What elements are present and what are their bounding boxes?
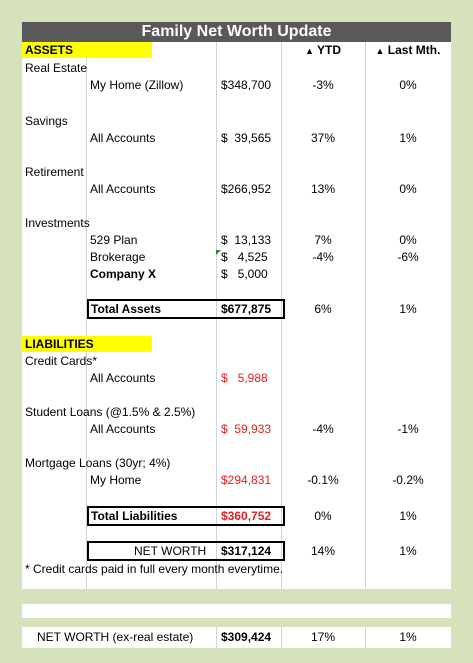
student-loans-item[interactable]: All Accounts — [90, 422, 156, 436]
credit-cards-amount[interactable]: $ 5,988 — [221, 371, 268, 385]
net-worth-ex-last[interactable]: 1% — [399, 630, 417, 644]
investment-529-amount[interactable]: $ 13,133 — [221, 233, 272, 247]
total-assets-amount[interactable]: $677,875 — [221, 302, 272, 316]
investment-brokerage-ytd[interactable]: -4% — [312, 250, 334, 264]
net-worth-ex-label: NET WORTH (ex-real estate) — [37, 630, 194, 644]
total-liabilities-ytd[interactable]: 0% — [314, 509, 332, 523]
total-assets-last[interactable]: 1% — [399, 302, 417, 316]
total-assets-ytd[interactable]: 6% — [314, 302, 332, 316]
real-estate-item[interactable]: My Home (Zillow) — [90, 78, 184, 92]
mortgage-ytd[interactable]: -0.1% — [307, 473, 339, 487]
student-loans-ytd[interactable]: -4% — [312, 422, 334, 436]
total-assets-box — [87, 299, 285, 319]
col-last-header[interactable]: ▲ Last Mth. — [365, 42, 451, 58]
student-loans-last[interactable]: -1% — [397, 422, 419, 436]
sheet-grid — [22, 22, 451, 589]
net-worth-last[interactable]: 1% — [399, 544, 417, 558]
net-worth-box — [87, 541, 285, 561]
total-liabilities-amount[interactable]: $360,752 — [221, 509, 272, 523]
sheet-grid-bottom — [22, 627, 451, 648]
investment-529-item[interactable]: 529 Plan — [90, 233, 138, 247]
investment-529-last[interactable]: 0% — [399, 233, 417, 247]
investment-company-item[interactable]: Company X — [90, 267, 157, 281]
savings-item[interactable]: All Accounts — [90, 131, 156, 145]
retirement-item[interactable]: All Accounts — [90, 182, 156, 196]
investment-brokerage-last[interactable]: -6% — [397, 250, 419, 264]
investment-brokerage-item[interactable]: Brokerage — [90, 250, 146, 264]
credit-cards-item[interactable]: All Accounts — [90, 371, 156, 385]
net-worth-ytd[interactable]: 14% — [310, 544, 336, 558]
col-last-label: Last Mth. — [387, 43, 441, 57]
investments-label: Investments — [25, 216, 90, 230]
net-worth-label: NET WORTH — [134, 544, 207, 558]
footnote: * Credit cards paid in full every month … — [25, 562, 284, 576]
comment-indicator-icon[interactable] — [216, 250, 221, 255]
mortgage-item[interactable]: My Home — [90, 473, 142, 487]
col-ytd-label: YTD — [317, 43, 342, 57]
real-estate-last[interactable]: 0% — [399, 78, 417, 92]
net-worth-ex-ytd[interactable]: 17% — [310, 630, 336, 644]
savings-amount[interactable]: $ 39,565 — [221, 131, 272, 145]
mortgage-amount[interactable]: $294,831 — [221, 473, 272, 487]
liabilities-header: LIABILITIES — [22, 336, 152, 352]
real-estate-amount[interactable]: $348,700 — [221, 78, 272, 92]
retirement-amount[interactable]: $266,952 — [221, 182, 272, 196]
investment-brokerage-amount[interactable]: $ 4,525 — [221, 250, 268, 264]
total-liabilities-box — [87, 506, 285, 526]
total-liabilities-last[interactable]: 1% — [399, 509, 417, 523]
retirement-label: Retirement — [25, 165, 84, 179]
real-estate-ytd[interactable]: -3% — [312, 78, 334, 92]
savings-last[interactable]: 1% — [399, 131, 417, 145]
retirement-last[interactable]: 0% — [399, 182, 417, 196]
sheet-grid-spacer — [22, 604, 451, 618]
savings-ytd[interactable]: 37% — [310, 131, 336, 145]
credit-cards-label: Credit Cards* — [25, 354, 98, 368]
savings-label: Savings — [25, 114, 68, 128]
net-worth-ex-amount[interactable]: $309,424 — [221, 630, 272, 644]
sheet-title: Family Net Worth Update — [22, 22, 451, 42]
student-loans-amount[interactable]: $ 59,933 — [221, 422, 272, 436]
retirement-ytd[interactable]: 13% — [310, 182, 336, 196]
mortgage-label: Mortgage Loans (30yr; 4%) — [25, 456, 171, 470]
assets-header: ASSETS — [22, 42, 152, 58]
up-triangle-icon: ▲ — [304, 46, 314, 56]
up-triangle-icon: ▲ — [375, 46, 385, 56]
investment-company-amount[interactable]: $ 5,000 — [221, 267, 268, 281]
total-assets-label: Total Assets — [91, 302, 162, 316]
mortgage-last[interactable]: -0.2% — [392, 473, 424, 487]
student-loans-label: Student Loans (@1.5% & 2.5%) — [25, 405, 196, 419]
col-ytd-header[interactable]: ▲ YTD — [281, 42, 365, 58]
total-liabilities-label: Total Liabilities — [91, 509, 178, 523]
net-worth-amount[interactable]: $317,124 — [221, 544, 272, 558]
investment-529-ytd[interactable]: 7% — [314, 233, 332, 247]
real-estate-label: Real Estate — [25, 61, 88, 75]
